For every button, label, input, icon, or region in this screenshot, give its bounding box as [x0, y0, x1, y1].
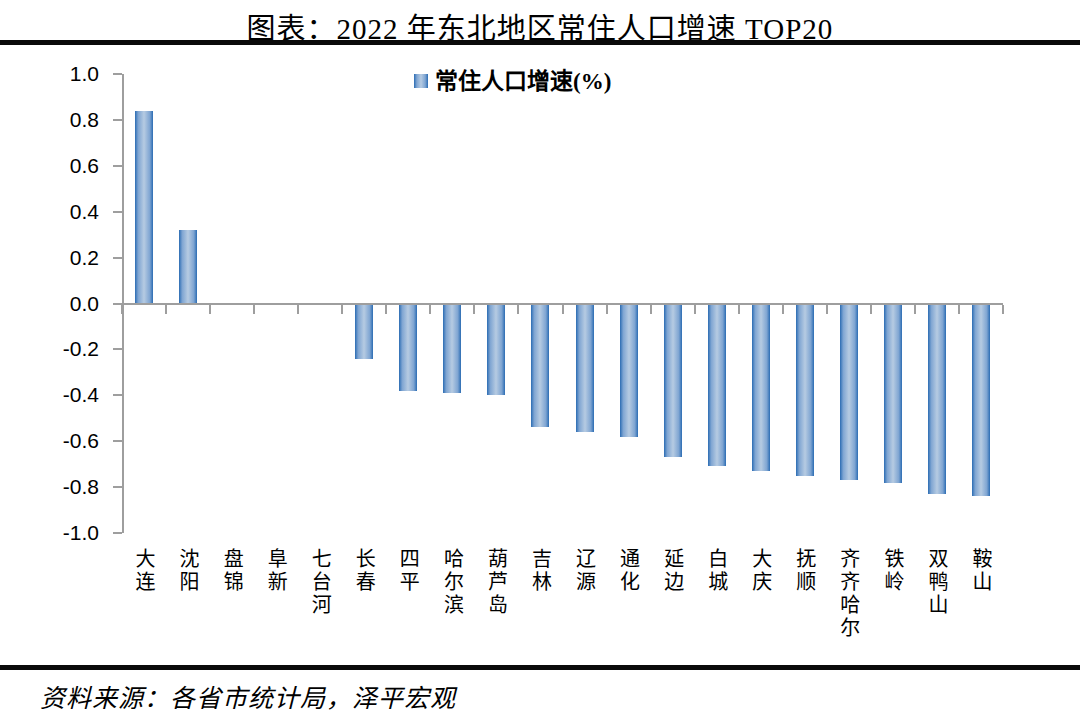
x-axis-label: 阜新 — [263, 548, 289, 594]
x-tick — [870, 305, 872, 314]
y-tick-label: 0.2 — [20, 246, 99, 270]
report-chart-page: 图表：2022 年东北地区常住人口增速 TOP20 1.00.80.60.40.… — [0, 0, 1080, 716]
x-axis-label: 辽源 — [572, 548, 598, 594]
x-tick — [914, 305, 916, 314]
y-tick-label: -0.6 — [20, 429, 99, 453]
x-tick — [562, 305, 564, 314]
x-tick — [1002, 305, 1004, 314]
y-tick — [113, 532, 122, 534]
x-tick — [297, 305, 299, 314]
x-tick — [782, 305, 784, 314]
bar — [355, 304, 373, 359]
x-tick — [165, 305, 167, 314]
x-tick — [209, 305, 211, 314]
x-axis-label: 抚顺 — [792, 548, 818, 594]
bottom-divider-rule — [0, 665, 1080, 670]
y-tick-label: 0.4 — [20, 200, 99, 224]
bar — [972, 304, 990, 497]
bar — [399, 304, 417, 391]
x-axis-label: 通化 — [616, 548, 642, 594]
bar — [620, 304, 638, 437]
y-tick — [113, 165, 122, 167]
y-tick-label: 1.0 — [20, 62, 99, 86]
x-axis-label: 延边 — [660, 548, 686, 594]
y-tick — [113, 257, 122, 259]
y-tick — [113, 486, 122, 488]
x-tick — [826, 305, 828, 314]
x-tick — [473, 305, 475, 314]
y-tick — [113, 119, 122, 121]
bar — [884, 304, 902, 483]
y-tick-label: 0.0 — [20, 292, 99, 316]
y-tick-label: -0.2 — [20, 337, 99, 361]
x-tick — [958, 305, 960, 314]
x-axis-label: 长春 — [351, 548, 377, 594]
x-axis-label: 铁岭 — [880, 548, 906, 594]
x-axis-label: 吉林 — [527, 548, 553, 594]
x-tick — [385, 305, 387, 314]
x-axis-label: 大连 — [131, 548, 157, 594]
bar — [487, 304, 505, 396]
bar — [135, 111, 153, 304]
x-axis-label: 七台河 — [307, 548, 333, 617]
x-tick — [694, 305, 696, 314]
x-tick — [253, 305, 255, 314]
y-tick-label: -0.4 — [20, 383, 99, 407]
bar — [531, 304, 549, 428]
legend: 常住人口增速(%) — [414, 62, 611, 96]
x-axis-label: 双鸭山 — [924, 548, 950, 617]
y-tick-label: 0.8 — [20, 108, 99, 132]
y-tick-label: -1.0 — [20, 521, 99, 545]
y-tick-label: -0.8 — [20, 475, 99, 499]
legend-label: 常住人口增速(%) — [435, 62, 611, 96]
x-axis-label: 大庆 — [748, 548, 774, 594]
x-axis-label: 沈阳 — [175, 548, 201, 594]
y-tick — [113, 211, 122, 213]
source-note: 资料来源：各省市统计局，泽平宏观 — [40, 678, 456, 714]
bar — [576, 304, 594, 433]
bar — [664, 304, 682, 458]
x-axis-label: 白城 — [704, 548, 730, 594]
x-axis-label: 齐齐哈尔 — [836, 548, 862, 640]
x-tick — [738, 305, 740, 314]
x-axis-label: 哈尔滨 — [439, 548, 465, 617]
x-tick — [650, 305, 652, 314]
bar — [928, 304, 946, 494]
y-tick-label: 0.6 — [20, 154, 99, 178]
x-axis-label: 盘锦 — [219, 548, 245, 594]
x-tick — [429, 305, 431, 314]
bar — [796, 304, 814, 476]
x-axis-label: 葫芦岛 — [483, 548, 509, 617]
y-tick — [113, 73, 122, 75]
legend-swatch-icon — [414, 74, 428, 88]
plot-area: 1.0 0.8 0.6 0.4 0.2 0.0 -0.2 -0.4 -0.6 -0.8 -1.0 大连… — [0, 0, 1080, 716]
bar — [443, 304, 461, 394]
bar — [708, 304, 726, 467]
bar — [840, 304, 858, 481]
x-tick — [606, 305, 608, 314]
y-tick — [113, 348, 122, 350]
y-tick — [113, 394, 122, 396]
x-tick — [121, 305, 123, 314]
y-tick — [113, 440, 122, 442]
bar — [179, 230, 197, 303]
x-tick — [517, 305, 519, 314]
bar — [752, 304, 770, 472]
x-axis-label: 鞍山 — [968, 548, 994, 594]
x-axis-label: 四平 — [395, 548, 421, 594]
x-tick — [341, 305, 343, 314]
